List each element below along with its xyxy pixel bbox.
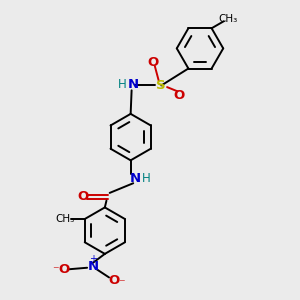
Text: +: + [89,254,97,264]
Text: CH₃: CH₃ [55,214,74,224]
Text: O: O [58,263,69,276]
Text: ⁻: ⁻ [118,277,125,290]
Text: O: O [173,89,185,102]
Text: O: O [148,56,159,69]
Text: N: N [87,260,98,273]
Text: ⁻: ⁻ [52,265,59,278]
Text: O: O [108,274,119,287]
Text: N: N [127,78,139,91]
Text: H: H [118,78,127,91]
Text: S: S [157,79,166,92]
Text: O: O [78,190,89,203]
Text: CH₃: CH₃ [219,14,238,24]
Text: H: H [142,172,151,185]
Text: N: N [130,172,141,185]
